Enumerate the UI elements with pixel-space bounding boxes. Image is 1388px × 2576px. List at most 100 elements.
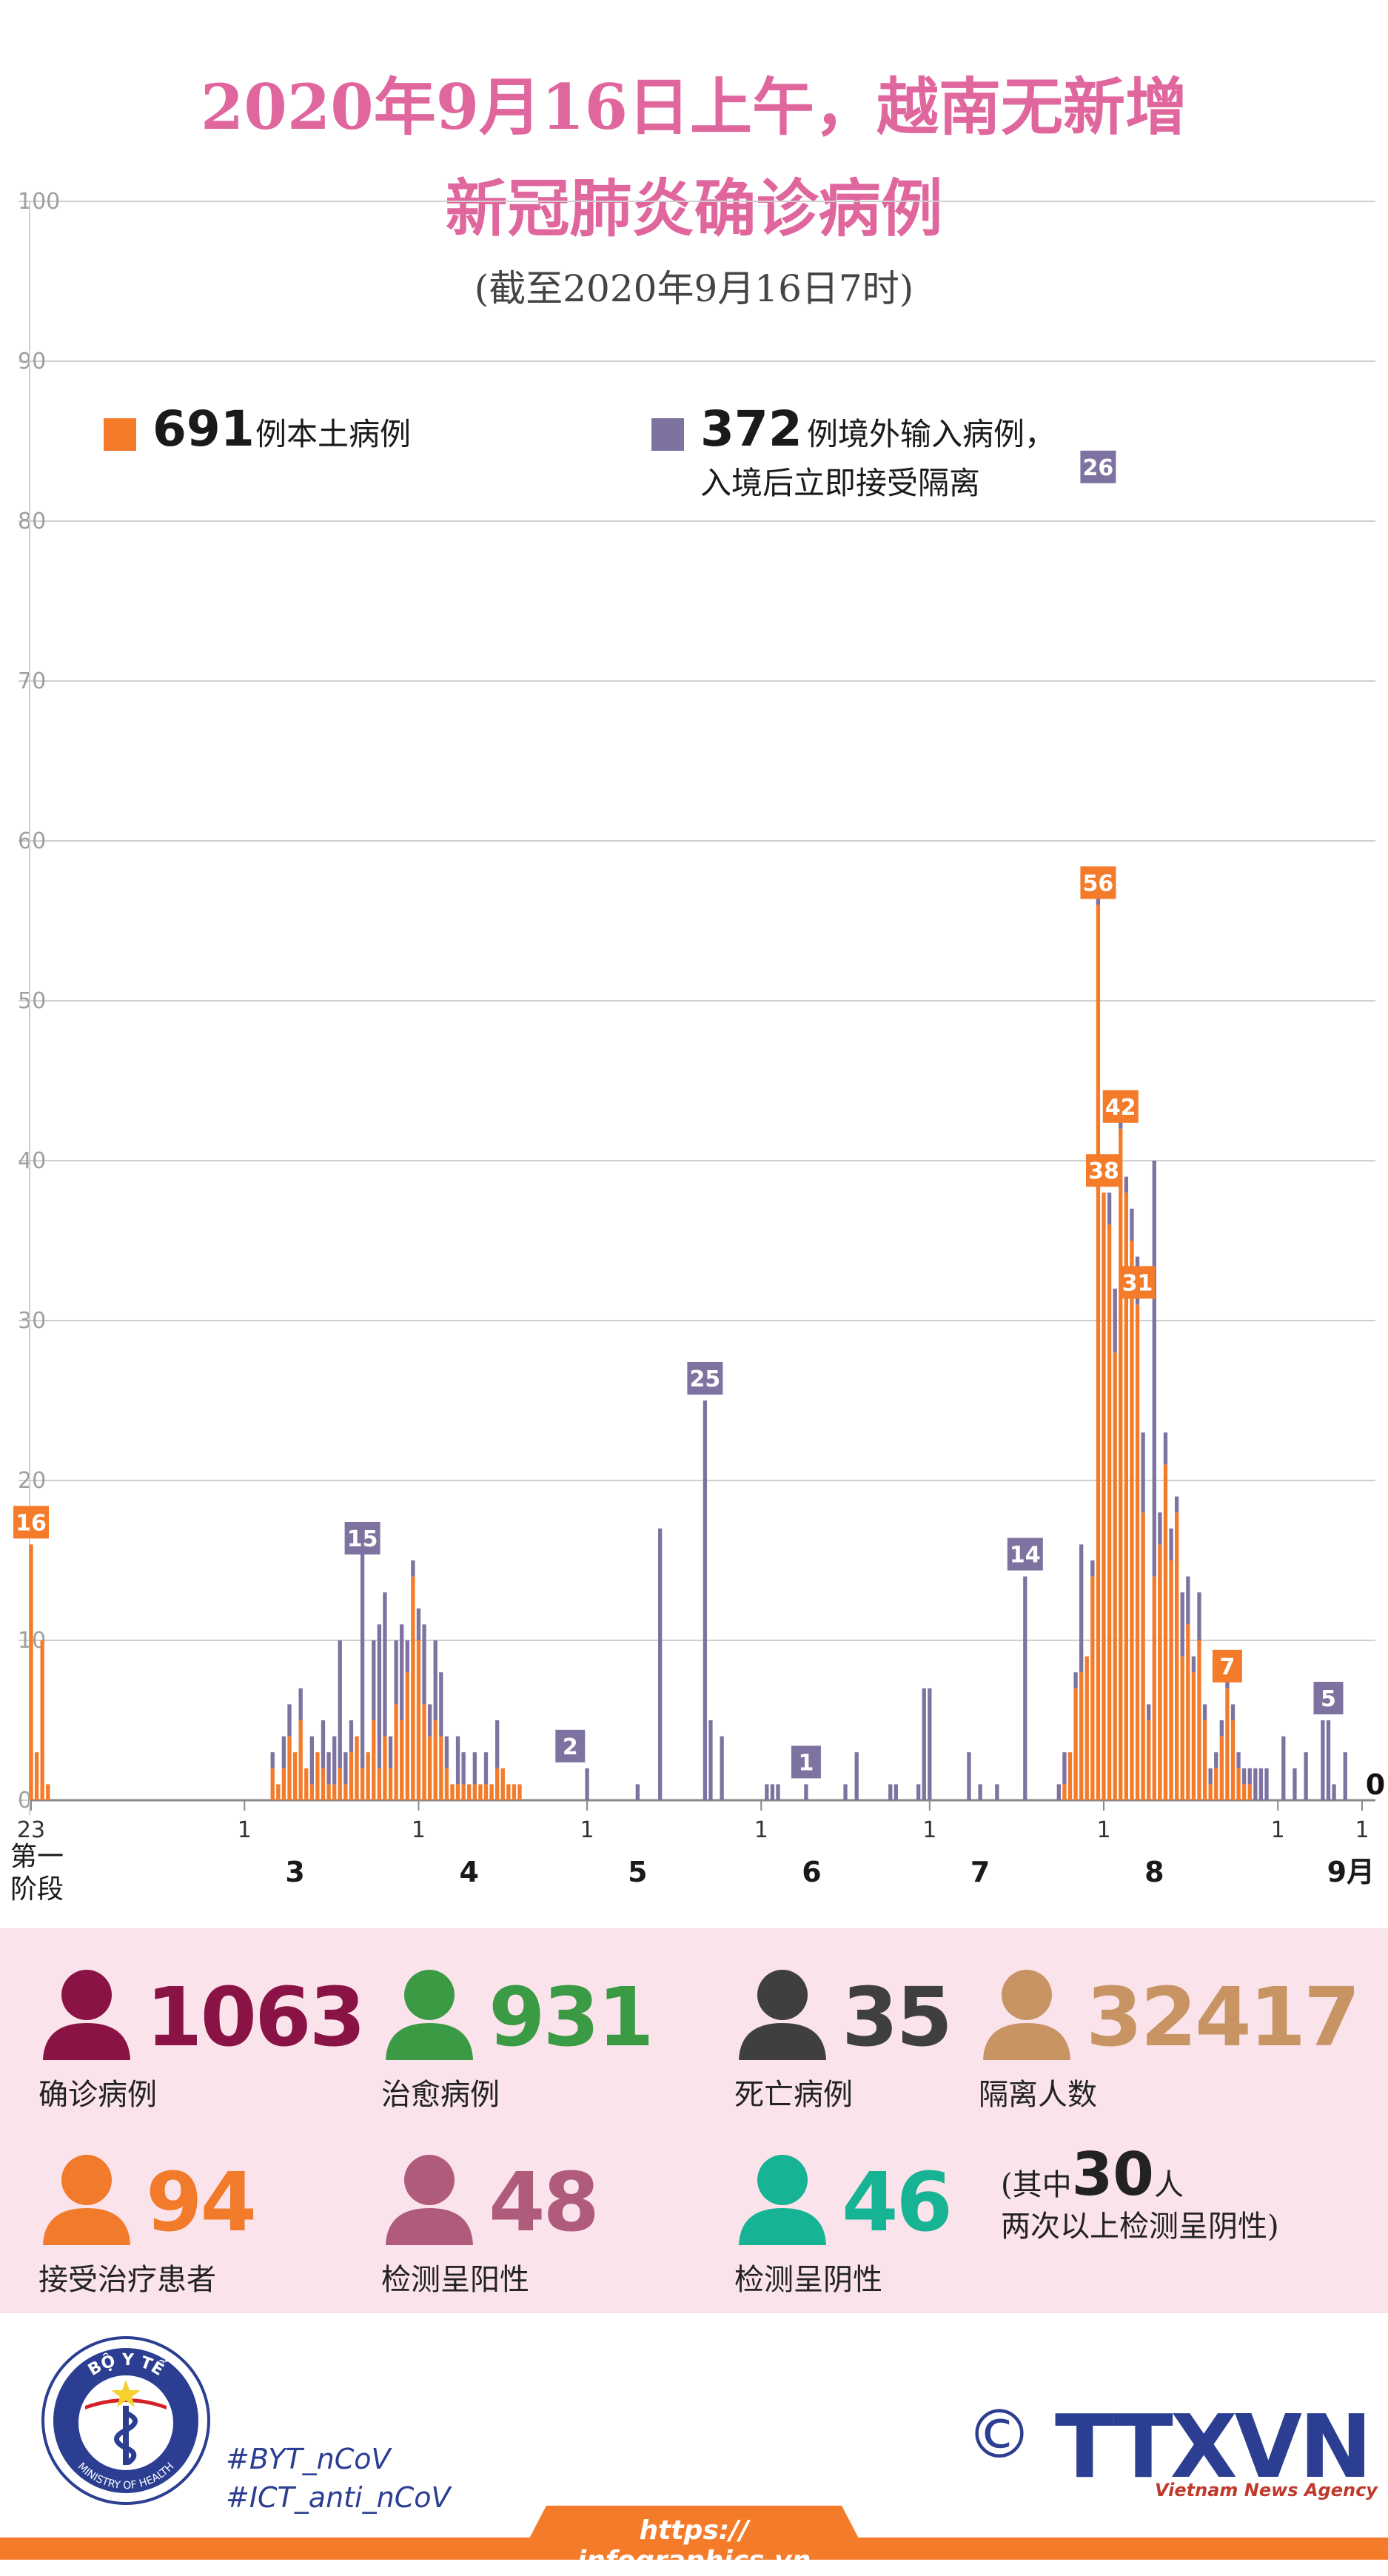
bar-local xyxy=(1230,1720,1236,1800)
annotation-box xyxy=(687,1362,723,1395)
bar-imported xyxy=(843,1784,848,1800)
bar-local xyxy=(411,1576,415,1800)
month-label: 9月 xyxy=(1327,1856,1375,1888)
y-tick-label: 60 xyxy=(18,828,46,854)
bar-imported xyxy=(1163,1432,1168,1465)
page-title-line1: 2020年9月16日上午，越南无新增 xyxy=(200,70,1188,144)
annotation-label: 38 xyxy=(1088,1158,1119,1184)
bar-local xyxy=(1130,1241,1134,1800)
bar-imported xyxy=(1180,1592,1184,1657)
bar-local xyxy=(281,1768,286,1800)
annotation-label: 42 xyxy=(1105,1095,1136,1121)
bar-local xyxy=(1119,1128,1123,1800)
bar-local xyxy=(1152,1576,1156,1800)
annotation-box xyxy=(1080,450,1116,483)
bar-imported xyxy=(270,1752,275,1768)
bar-imported xyxy=(309,1736,314,1785)
bar-imported xyxy=(1107,1193,1112,1225)
annotation-box xyxy=(1102,1090,1139,1123)
bar-imported xyxy=(1073,1672,1078,1688)
bar-local xyxy=(1163,1464,1168,1800)
bar-local xyxy=(1247,1784,1252,1800)
bar-imported xyxy=(1152,1161,1156,1577)
person-icon xyxy=(43,2155,130,2245)
bar-local xyxy=(455,1784,460,1800)
bar-imported xyxy=(495,1720,500,1768)
bar-local xyxy=(1067,1752,1073,1800)
bar-imported xyxy=(332,1736,337,1785)
ministry-logo: BỘ Y TẾ MINISTRY OF HEALTH xyxy=(41,2336,210,2505)
bar-imported xyxy=(343,1752,348,1785)
bar-imported xyxy=(439,1672,443,1737)
stat-in-treatment-label: 接受治疗患者 xyxy=(38,2263,216,2297)
bar-imported xyxy=(388,1736,393,1768)
annotation-box xyxy=(555,1729,586,1762)
bar-local xyxy=(400,1720,404,1800)
annotation-box xyxy=(1119,1266,1156,1299)
bar-local xyxy=(1158,1544,1162,1800)
bar-local xyxy=(1090,1576,1095,1800)
y-tick-label: 30 xyxy=(18,1308,46,1334)
bar-local xyxy=(461,1784,466,1800)
bar-imported xyxy=(1174,1496,1179,1513)
bar-imported xyxy=(287,1704,292,1737)
month-label: 6 xyxy=(802,1856,821,1888)
bar-imported xyxy=(321,1720,326,1768)
legend-imported-label-2: 入境后立即接受隔离 xyxy=(700,465,981,501)
hashtag-ict[interactable]: #ICT_anti_nCoV xyxy=(226,2481,451,2514)
bar-local xyxy=(444,1768,449,1800)
annotation-label: 5 xyxy=(1321,1686,1336,1712)
bar-imported xyxy=(995,1784,999,1800)
person-icon xyxy=(739,1970,826,2060)
person-icon xyxy=(739,2155,826,2245)
bar-imported xyxy=(1304,1752,1308,1800)
bar-local xyxy=(298,1720,303,1800)
bar-imported xyxy=(1113,1288,1117,1353)
x-tick-label: 1 xyxy=(922,1817,936,1843)
annotation-label: 56 xyxy=(1083,871,1114,896)
bar-imported xyxy=(1219,1720,1224,1737)
bar-imported xyxy=(455,1736,460,1785)
bar-imported xyxy=(928,1688,932,1800)
bar-imported xyxy=(326,1752,331,1785)
bar-local xyxy=(512,1784,517,1800)
bar-imported xyxy=(1197,1592,1201,1640)
hashtag-byt[interactable]: #BYT_nCoV xyxy=(226,2443,391,2475)
legend-local-label: 例本土病例 xyxy=(255,416,412,452)
person-icon xyxy=(386,1970,473,2060)
stat-negative-value: 46 xyxy=(842,2155,953,2250)
y-tick-label: 80 xyxy=(18,509,46,534)
bar-local xyxy=(315,1752,320,1800)
bar-imported xyxy=(411,1560,415,1577)
legend-imported-swatch xyxy=(651,418,684,451)
bar-imported xyxy=(1169,1528,1173,1560)
footer-url[interactable]: https:// infographics.vn xyxy=(577,2515,811,2576)
bar-local xyxy=(405,1672,409,1800)
bar-imported xyxy=(461,1752,466,1785)
bar-local xyxy=(1079,1672,1084,1800)
person-icon xyxy=(983,1970,1070,2060)
bar-local xyxy=(478,1784,483,1800)
bar-imported xyxy=(1253,1768,1258,1800)
bar-imported xyxy=(703,1401,708,1800)
bar-local xyxy=(29,1544,33,1800)
y-tick-label: 50 xyxy=(18,988,46,1014)
bar-imported xyxy=(1062,1752,1067,1785)
bar-local xyxy=(1197,1640,1201,1800)
person-icon xyxy=(43,1970,130,2060)
bar-imported xyxy=(776,1784,780,1800)
bar-local xyxy=(450,1784,455,1800)
bar-imported xyxy=(472,1752,477,1785)
bar-imported xyxy=(360,1528,365,1768)
bar-imported xyxy=(1158,1512,1162,1545)
phase-label: 第一 xyxy=(10,1842,64,1872)
bar-local xyxy=(1202,1720,1207,1800)
bar-local xyxy=(1147,1720,1151,1800)
bar-local xyxy=(383,1736,387,1800)
bar-imported xyxy=(658,1528,663,1800)
stat-deaths-label: 死亡病例 xyxy=(734,2078,853,2112)
bar-imported xyxy=(372,1640,376,1720)
bar-local xyxy=(309,1784,314,1800)
bar-local xyxy=(1096,905,1101,1800)
